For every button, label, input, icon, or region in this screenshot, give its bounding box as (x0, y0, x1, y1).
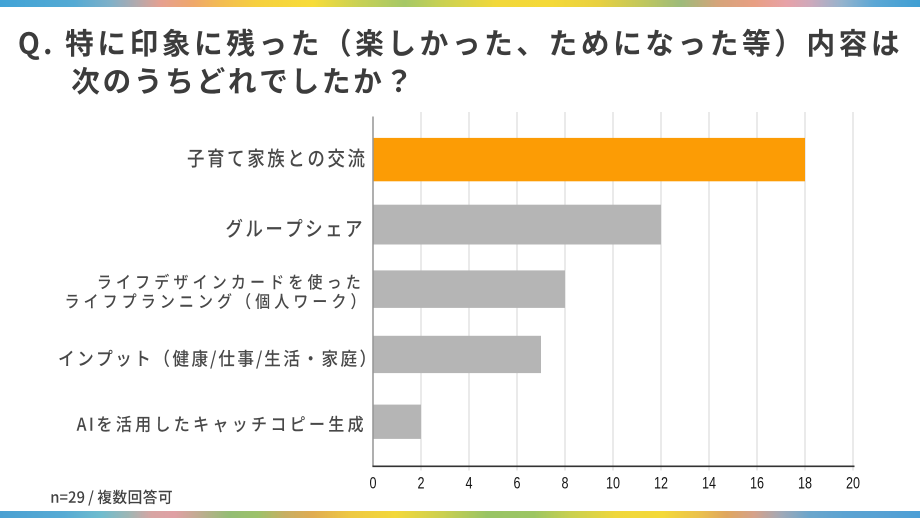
svg-text:16: 16 (750, 475, 764, 493)
svg-text:10: 10 (606, 475, 620, 493)
svg-text:14: 14 (702, 475, 716, 493)
svg-text:0: 0 (369, 475, 376, 493)
svg-text:4: 4 (465, 475, 472, 493)
svg-text:18: 18 (798, 475, 812, 493)
svg-text:6: 6 (513, 475, 520, 493)
svg-text:8: 8 (561, 475, 568, 493)
svg-text:12: 12 (654, 475, 668, 493)
svg-text:2: 2 (417, 475, 424, 493)
svg-text:20: 20 (846, 475, 860, 493)
